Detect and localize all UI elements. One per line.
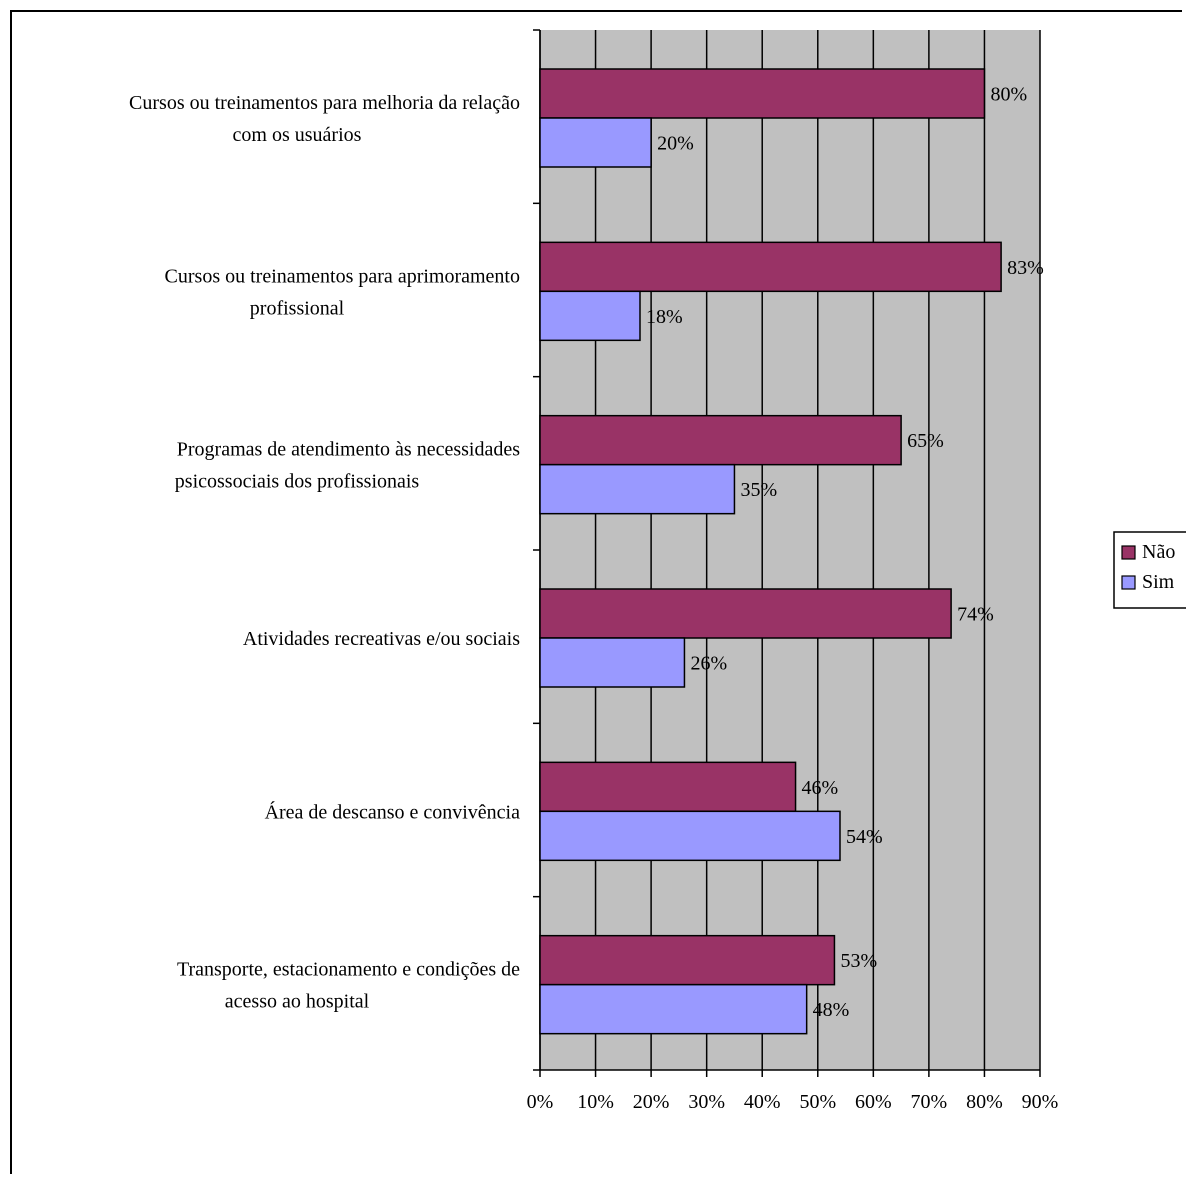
data-label: 80% xyxy=(990,84,1027,106)
bar-nao xyxy=(539,68,986,119)
category-label: profissional xyxy=(250,297,345,319)
bar-nao xyxy=(539,588,952,639)
x-tick-label: 60% xyxy=(855,1091,892,1113)
x-tick-label: 0% xyxy=(527,1091,554,1113)
category-label: Cursos ou treinamentos para aprimorament… xyxy=(165,265,520,287)
data-label: 35% xyxy=(740,479,777,501)
data-label: 46% xyxy=(802,777,839,799)
data-label: 54% xyxy=(846,826,883,848)
category-label: Programas de atendimento às necessidades xyxy=(177,439,520,461)
legend-label: Não xyxy=(1142,541,1175,563)
data-label: 20% xyxy=(657,133,694,155)
bar-nao xyxy=(539,934,836,986)
category-label: Atividades recreativas e/ou sociais xyxy=(243,628,520,650)
bar-sim xyxy=(539,810,841,862)
x-tick-label: 90% xyxy=(1022,1091,1059,1113)
legend-swatch xyxy=(1121,545,1136,560)
bar-sim xyxy=(539,637,686,688)
category-label: com os usuários xyxy=(233,124,362,146)
data-label: 83% xyxy=(1007,257,1044,279)
data-label: 74% xyxy=(957,604,994,626)
category-label: Transporte, estacionamento e condições d… xyxy=(177,959,520,981)
x-tick-label: 10% xyxy=(577,1091,614,1113)
data-label: 65% xyxy=(907,430,944,452)
legend-label: Sim xyxy=(1142,571,1175,593)
data-label: 53% xyxy=(840,950,877,972)
x-tick-label: 20% xyxy=(633,1091,670,1113)
x-tick-label: 30% xyxy=(688,1091,725,1113)
bar-nao xyxy=(539,414,902,466)
x-tick-label: 40% xyxy=(744,1091,781,1113)
bar-sim xyxy=(539,983,808,1035)
bar-nao xyxy=(539,761,797,813)
x-tick-label: 50% xyxy=(799,1091,836,1113)
plot-area xyxy=(540,30,1040,1070)
data-label: 18% xyxy=(646,306,683,328)
bar-sim xyxy=(539,117,652,168)
category-label: psicossociais dos profissionais xyxy=(175,471,420,493)
bar-sim xyxy=(539,463,736,515)
bar-sim xyxy=(539,290,641,342)
bar-nao xyxy=(539,241,1002,293)
category-label: Cursos ou treinamentos para melhoria da … xyxy=(129,92,520,114)
category-label: acesso ao hospital xyxy=(225,991,370,1013)
data-label: 26% xyxy=(690,653,727,675)
x-tick-label: 80% xyxy=(966,1091,1003,1113)
data-label: 48% xyxy=(813,999,850,1021)
category-label: Área de descanso e convivência xyxy=(265,800,521,823)
x-tick-label: 70% xyxy=(911,1091,948,1113)
chart-frame xyxy=(10,10,1182,1174)
legend-swatch xyxy=(1121,575,1136,590)
legend-box xyxy=(1113,531,1186,609)
